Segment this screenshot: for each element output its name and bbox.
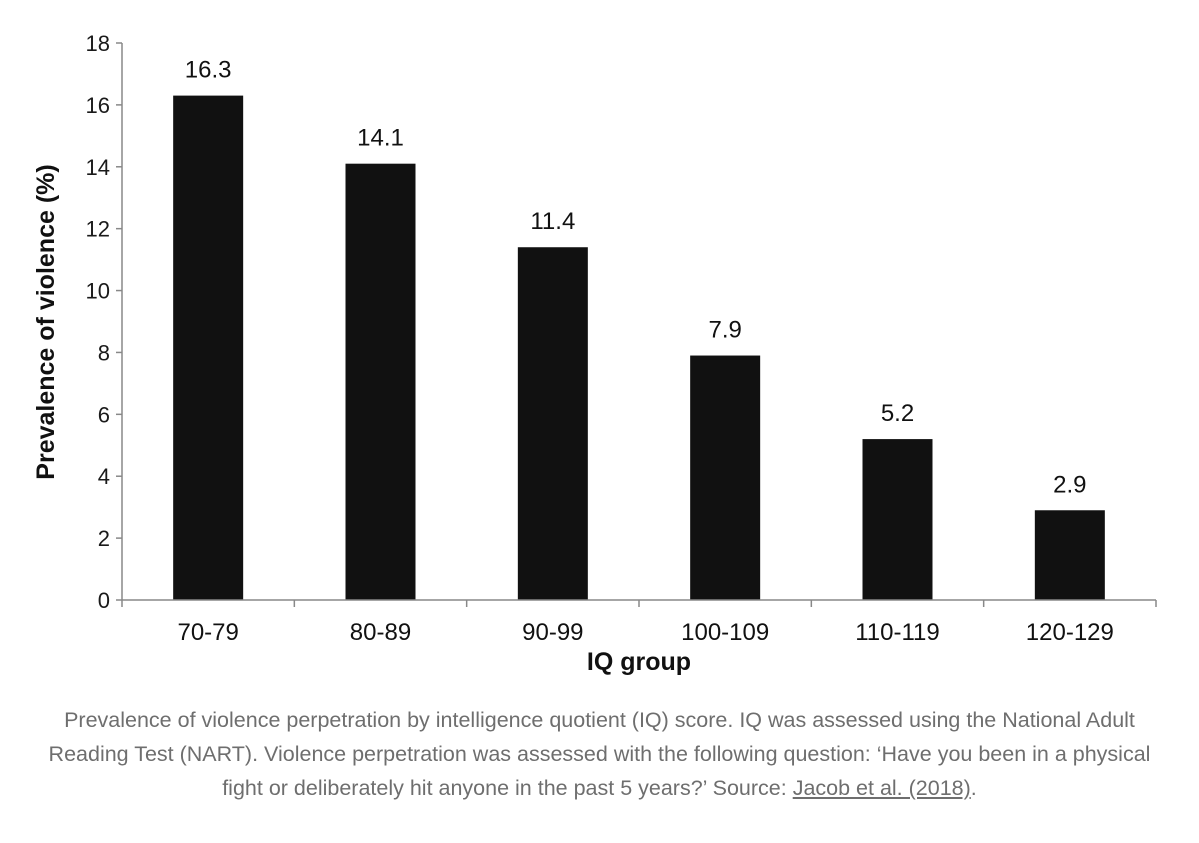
y-tick-label: 18 [86,31,110,56]
bar-value-label: 14.1 [357,125,404,152]
x-axis-title: IQ group [587,648,691,676]
value-labels: 16.3 14.1 11.4 7.9 5.2 2.9 [185,57,1087,499]
bar [173,95,244,600]
caption-text: Prevalence of violence perpetration by i… [48,708,1151,800]
x-tick-label: 70-79 [177,619,238,646]
x-tick-label: 80-89 [350,619,411,646]
figure-caption: Prevalence of violence perpetration by i… [40,703,1159,805]
bar [517,247,588,600]
x-tick-label: 110-119 [855,619,940,646]
y-tick-label: 8 [98,340,110,365]
bar [862,439,933,600]
bar-value-label: 11.4 [530,208,575,235]
bar [690,355,761,600]
y-axis-ticks: 0 2 4 6 8 10 12 14 16 18 [86,31,122,613]
source-link[interactable]: Jacob et al. (2018) [792,776,971,800]
y-tick-label: 10 [86,279,110,304]
y-tick-label: 0 [98,588,110,613]
y-tick-label: 4 [98,464,110,489]
bar-value-label: 5.2 [881,400,914,427]
bar-value-label: 7.9 [708,317,741,344]
y-tick-label: 2 [98,526,110,551]
y-tick-label: 12 [86,217,110,242]
bar-chart: 0 2 4 6 8 10 12 14 16 18 16.3 14.1 11.4 7.9 5.2 2.9 70… [32,31,1157,676]
bars [173,95,1105,600]
bar [1034,510,1105,600]
bar-value-label: 2.9 [1053,471,1086,498]
x-tick-label: 90-99 [522,619,583,646]
x-tick-label: 100-109 [681,619,769,646]
y-tick-label: 14 [86,155,110,180]
bar [345,163,416,600]
x-tick-label: 120-129 [1026,619,1114,646]
caption-end: . [970,776,977,800]
y-tick-label: 16 [86,93,110,118]
x-axis-ticks: 70-79 80-89 90-99 100-109 110-119 120-129 [121,600,1157,646]
y-axis-title: Prevalence of violence (%) [32,164,60,479]
y-tick-label: 6 [98,402,110,427]
bar-value-label: 16.3 [185,57,232,84]
axes [121,43,1156,601]
